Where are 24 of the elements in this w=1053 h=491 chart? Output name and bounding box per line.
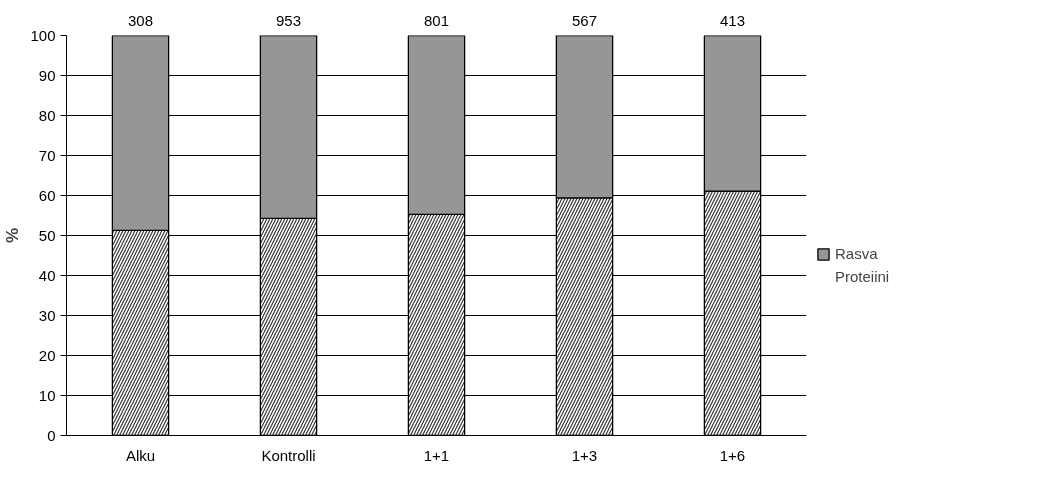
text: 413 xyxy=(719,11,746,29)
x-tick-label: 1+3 xyxy=(571,446,598,464)
y-tick-label: 60 xyxy=(38,186,56,204)
y-tick-label: 30 xyxy=(38,306,56,324)
text: Proteiini xyxy=(835,268,890,285)
text: 801 xyxy=(423,11,450,29)
x-tick-label: Alku xyxy=(125,446,156,464)
text: 308 xyxy=(127,11,154,29)
y-axis-title: % xyxy=(3,227,23,244)
x-tick-label: Kontrolli xyxy=(261,446,316,464)
y-tick-label: 70 xyxy=(38,146,56,164)
y-tick-label: 20 xyxy=(38,346,56,364)
x-tick-label: 1+1 xyxy=(423,446,450,464)
text: 953 xyxy=(275,11,302,29)
y-tick-label: 0 xyxy=(47,426,56,444)
y-tick-label: 90 xyxy=(38,66,56,84)
y-tick-label: 10 xyxy=(38,386,56,404)
legend-label: Rasva xyxy=(835,245,878,262)
text: 567 xyxy=(571,11,598,29)
y-tick-label: 40 xyxy=(38,266,56,284)
y-tick-label: 50 xyxy=(38,226,56,244)
y-tick-label: 100 xyxy=(30,26,56,44)
x-tick-label: 1+6 xyxy=(719,446,746,464)
y-tick-label: 80 xyxy=(38,106,56,124)
